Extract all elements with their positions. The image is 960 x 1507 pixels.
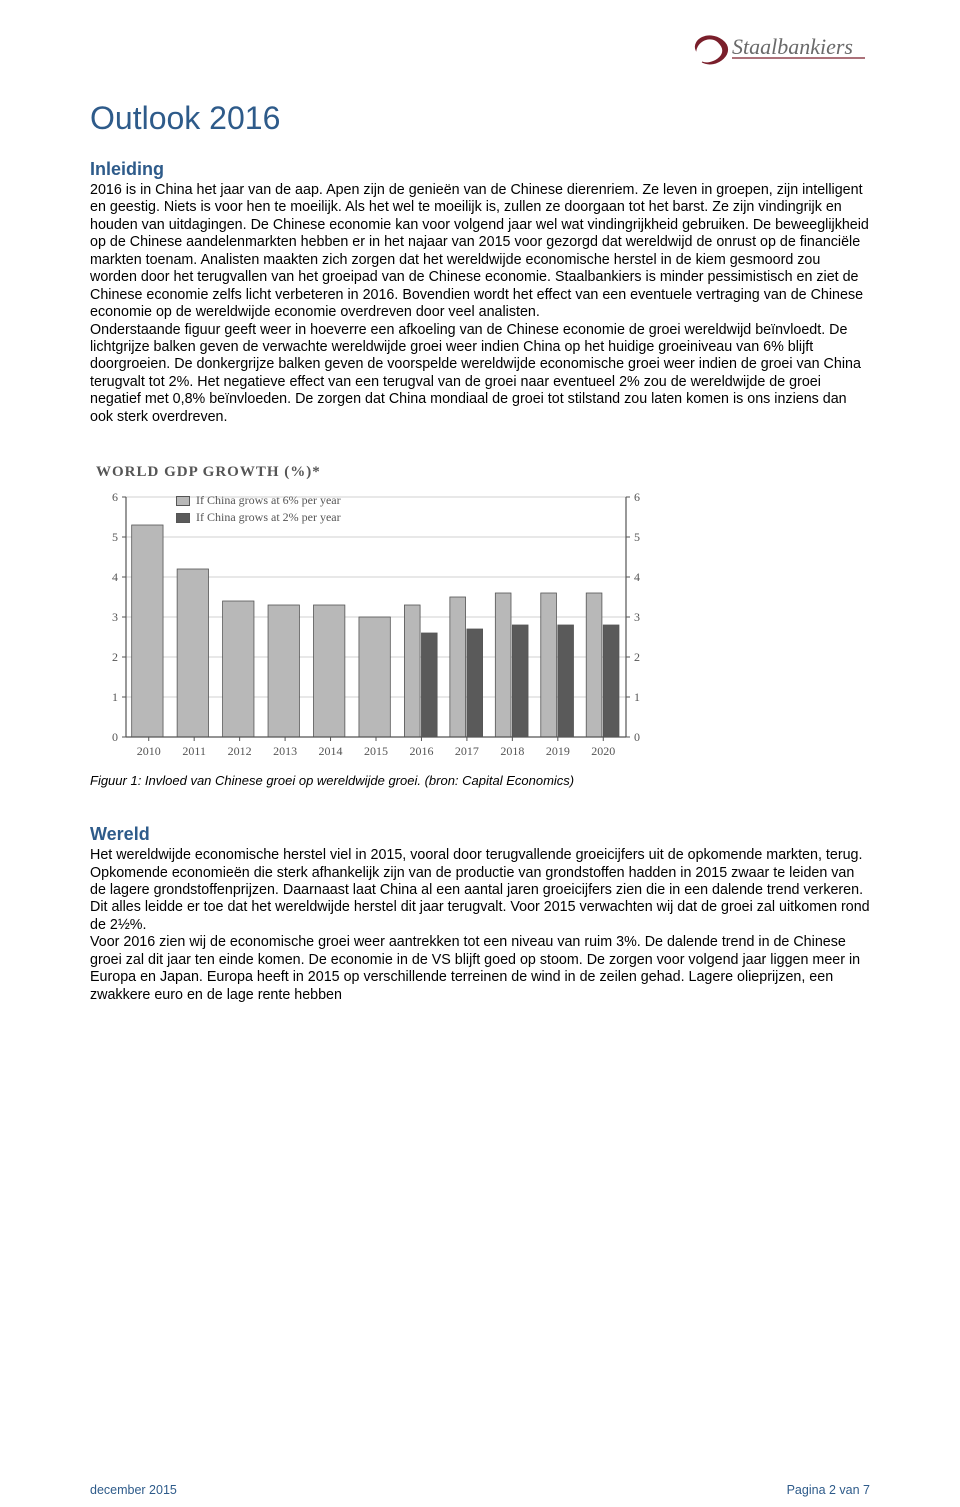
svg-text:2011: 2011 [182,744,206,758]
chart-plot-area: If China grows at 6% per year If China gr… [96,487,656,767]
svg-text:4: 4 [634,570,640,584]
legend-item: If China grows at 6% per year [176,493,341,508]
svg-text:6: 6 [112,490,118,504]
svg-text:2010: 2010 [137,744,161,758]
chart-title: WORLD GDP GROWTH (%)* [96,464,650,481]
document-title: Outlook 2016 [90,100,870,137]
chart-block: WORLD GDP GROWTH (%)* If China grows at … [90,464,650,767]
svg-text:1: 1 [112,690,118,704]
brand-logo: Staalbankiers [690,20,870,75]
svg-text:2014: 2014 [319,744,343,758]
svg-text:2020: 2020 [591,744,615,758]
svg-text:2015: 2015 [364,744,388,758]
svg-text:2018: 2018 [500,744,524,758]
svg-text:2: 2 [634,650,640,664]
svg-text:2016: 2016 [409,744,433,758]
footer-date: december 2015 [90,1483,177,1497]
footer-page: Pagina 2 van 7 [787,1483,870,1497]
svg-text:6: 6 [634,490,640,504]
page-footer: december 2015 Pagina 2 van 7 [90,1483,870,1497]
svg-text:3: 3 [634,610,640,624]
svg-text:0: 0 [112,730,118,744]
page: Staalbankiers Outlook 2016 Inleiding 201… [0,0,960,1507]
svg-text:4: 4 [112,570,118,584]
chart-legend: If China grows at 6% per year If China gr… [176,493,341,527]
svg-text:1: 1 [634,690,640,704]
section-body-inleiding: 2016 is in China het jaar van de aap. Ap… [90,182,870,426]
legend-item: If China grows at 2% per year [176,510,341,525]
svg-text:5: 5 [112,530,118,544]
svg-text:2013: 2013 [273,744,297,758]
svg-text:2019: 2019 [546,744,570,758]
section-heading-wereld: Wereld [90,824,870,845]
svg-text:3: 3 [112,610,118,624]
section-body-wereld: Het wereldwijde economische herstel viel… [90,847,870,1004]
svg-text:0: 0 [634,730,640,744]
svg-text:2017: 2017 [455,744,479,758]
svg-text:Staalbankiers: Staalbankiers [732,34,853,59]
section-heading-inleiding: Inleiding [90,159,870,180]
figure-caption: Figuur 1: Invloed van Chinese groei op w… [90,773,870,788]
svg-text:2: 2 [112,650,118,664]
svg-text:5: 5 [634,530,640,544]
svg-text:2012: 2012 [228,744,252,758]
